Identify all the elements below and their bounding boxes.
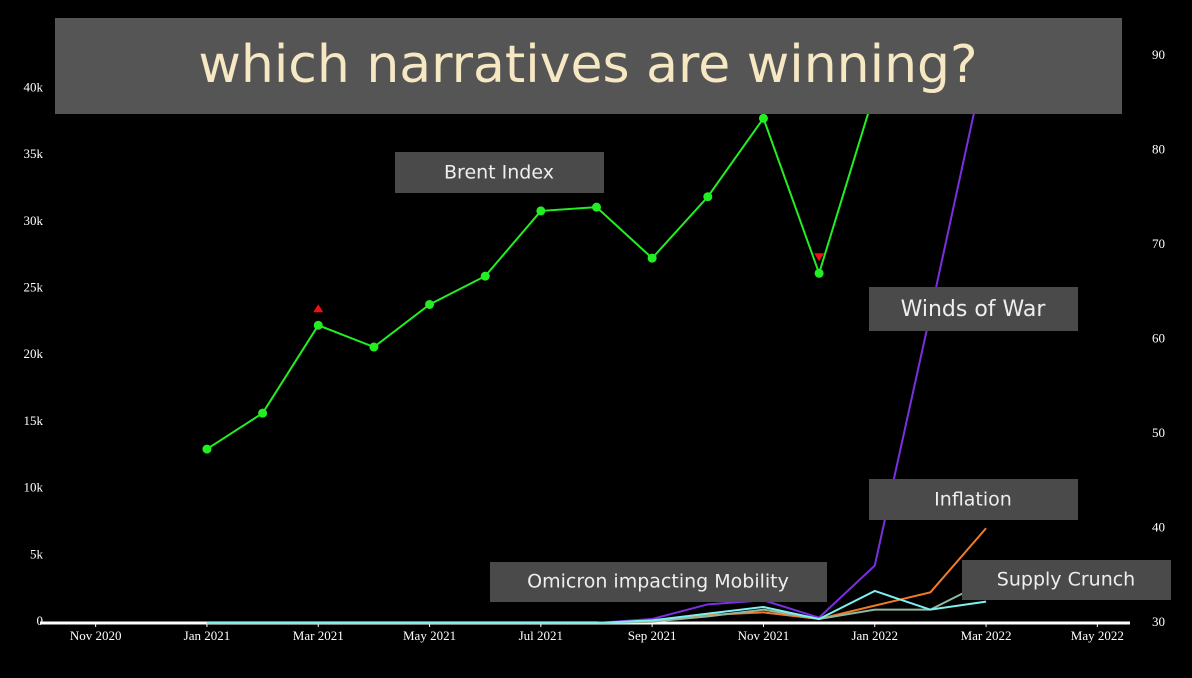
x-tick-label: May 2021 <box>403 628 456 643</box>
annotation: Inflation <box>934 489 1012 511</box>
y2-tick-label: 50 <box>1152 425 1165 440</box>
annotation-box <box>395 152 604 193</box>
annotation: Brent Index <box>444 162 554 184</box>
chart-title: which narratives are winning? <box>198 35 977 95</box>
y-tick-label: 35k <box>24 146 44 161</box>
annotation-box <box>962 560 1171 600</box>
data-point <box>369 342 379 352</box>
series-line <box>206 57 988 624</box>
annotation-box <box>869 479 1078 520</box>
y-tick-label: 30k <box>24 213 44 228</box>
data-point <box>814 268 824 278</box>
series-line <box>206 91 876 450</box>
y2-tick-label: 80 <box>1152 141 1165 156</box>
y2-tick-label: 90 <box>1152 47 1165 62</box>
plot-area: 0 5k 10k 15k 20k 25k 30k 35k 40k 30 40 50 60 70 80 90 No… <box>24 47 1166 643</box>
x-tick-label: Jul 2021 <box>519 628 563 643</box>
data-point <box>703 192 713 202</box>
y-tick-label: 25k <box>24 279 44 294</box>
data-point <box>258 408 268 418</box>
y-tick-label: 20k <box>24 346 44 361</box>
y-tick-label: 15k <box>24 413 44 428</box>
annotation-box <box>490 562 827 602</box>
y-tick-label: 40k <box>24 79 44 94</box>
annotation: Omicron impacting Mobility <box>527 571 789 593</box>
signal-marker <box>313 304 324 313</box>
x-tick-label: Mar 2022 <box>961 628 1012 643</box>
x-tick-label: Sep 2021 <box>628 628 677 643</box>
y-tick-label: 0 <box>37 613 44 628</box>
y-tick-label: 5k <box>30 546 44 561</box>
x-tick-label: Nov 2020 <box>70 628 122 643</box>
title-box <box>55 18 1122 114</box>
data-point <box>202 444 212 454</box>
data-point <box>536 206 546 216</box>
annotation: Supply Crunch <box>997 569 1135 591</box>
x-tick-label: Nov 2021 <box>738 628 790 643</box>
annotations: which narratives are winning? Brent Inde… <box>55 18 1171 602</box>
y2-tick-label: 40 <box>1152 519 1165 534</box>
signal-marker <box>814 253 825 262</box>
data-point <box>758 113 768 123</box>
data-point <box>313 320 323 330</box>
annotation: Winds of War <box>901 297 1047 322</box>
x-tick-label: Jan 2021 <box>184 628 231 643</box>
y2-tick-label: 30 <box>1152 614 1165 629</box>
data-point <box>647 253 657 263</box>
data-point <box>592 202 601 212</box>
x-tick-label: May 2022 <box>1071 628 1124 643</box>
x-tick-label: Jan 2022 <box>851 628 898 643</box>
x-tick-label: Mar 2021 <box>293 628 344 643</box>
y-tick-label: 10k <box>24 480 44 495</box>
data-point <box>480 271 490 281</box>
y2-tick-label: 70 <box>1152 236 1165 251</box>
data-point <box>425 299 435 309</box>
series-line <box>206 589 987 624</box>
annotation-box <box>869 287 1078 331</box>
y2-tick-label: 60 <box>1152 330 1165 345</box>
